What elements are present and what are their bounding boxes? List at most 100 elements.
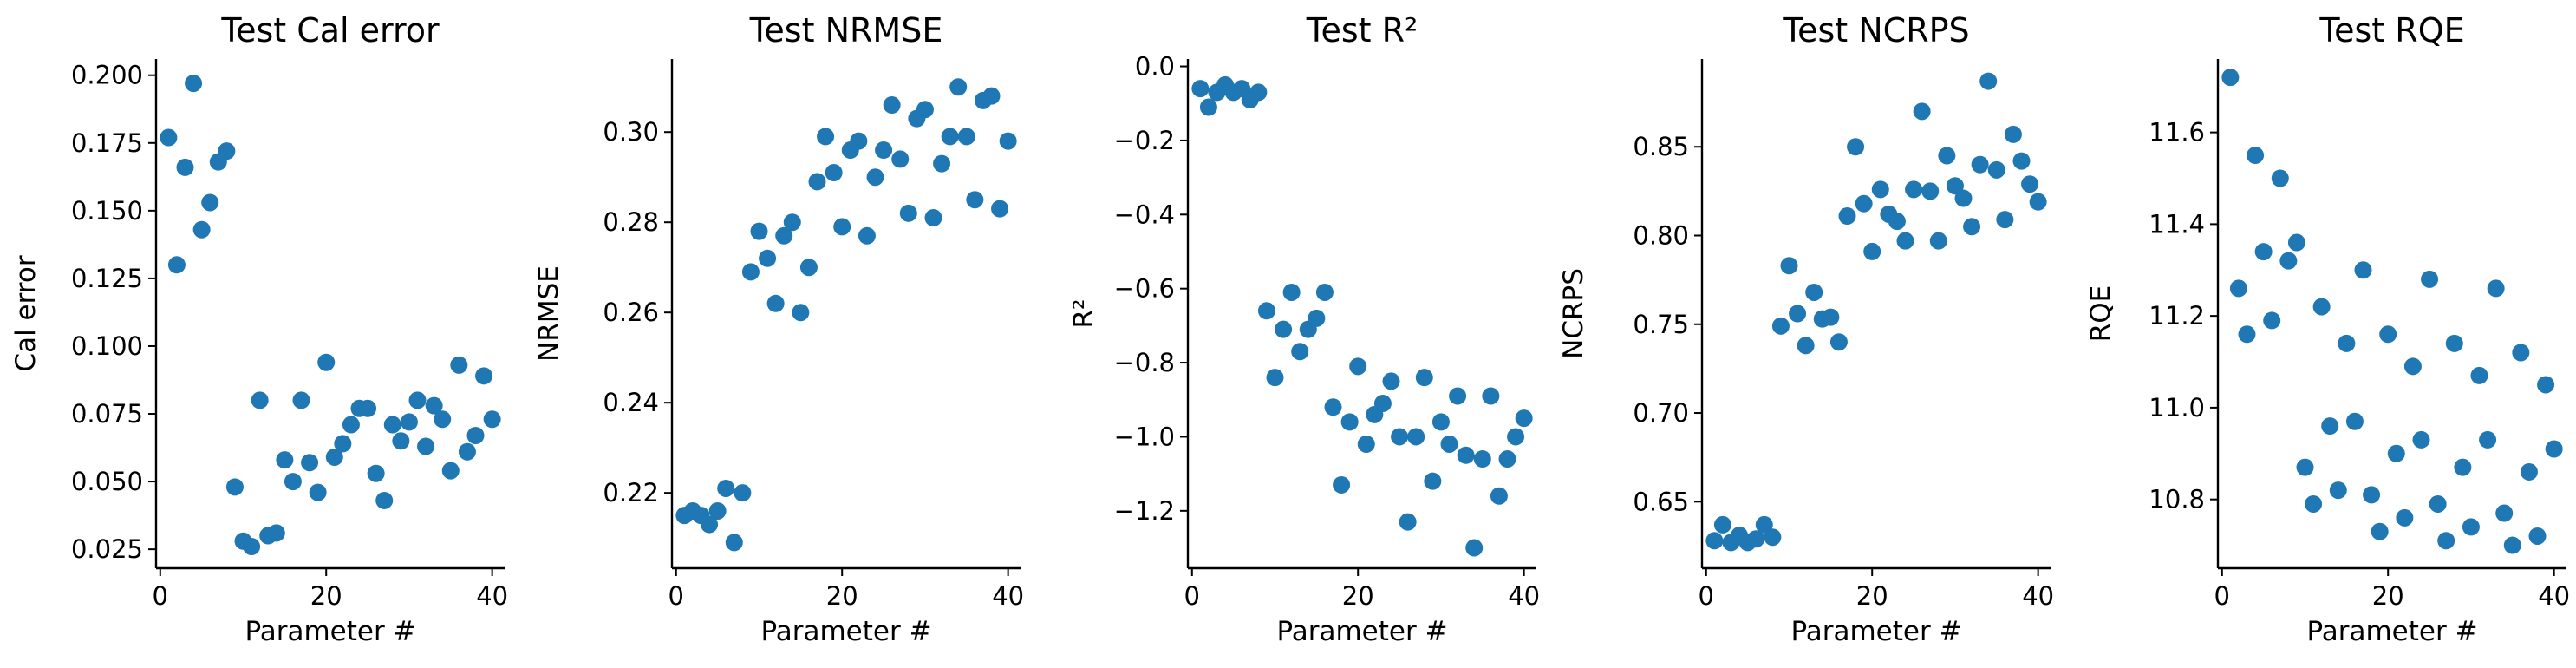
- y-axis-label: NCRPS: [1558, 268, 1589, 359]
- data-point: [2279, 252, 2298, 270]
- y-tick-label: 0.26: [603, 298, 659, 327]
- x-axis-label: Parameter #: [2306, 616, 2477, 647]
- data-point: [1457, 446, 1475, 464]
- data-point: [1888, 213, 1906, 231]
- data-point: [1929, 232, 1947, 250]
- x-tick-label: 0: [1184, 581, 1200, 611]
- data-point: [1755, 515, 1773, 534]
- subplot-4: Test NCRPS 0 20 40 0.65 0.70 0.75 0.80 0.85 Param…: [1558, 11, 2054, 647]
- x-tick-label: 20: [1342, 581, 1374, 611]
- data-point: [1199, 98, 1217, 116]
- data-point: [817, 128, 835, 146]
- data-point: [933, 154, 951, 173]
- y-tick-label: 0.85: [1633, 132, 1689, 161]
- data-point: [267, 524, 285, 542]
- data-point: [2371, 522, 2389, 540]
- data-point: [2247, 147, 2265, 165]
- data-point: [1921, 182, 1940, 200]
- data-point: [359, 399, 377, 417]
- data-point: [292, 391, 310, 409]
- data-point: [466, 427, 485, 445]
- data-point: [176, 158, 194, 176]
- data-point: [1507, 428, 1525, 446]
- x-tick-label: 0: [1699, 581, 1714, 611]
- data-point: [1905, 180, 1923, 199]
- x-tick-label: 0: [153, 581, 168, 611]
- y-tick-label: 0.175: [71, 128, 143, 158]
- data-point: [1373, 395, 1392, 413]
- data-point: [2329, 481, 2347, 500]
- data-point: [1771, 317, 1790, 335]
- y-tick-label: 0.65: [1633, 487, 1689, 516]
- y-axis-label: Cal error: [10, 255, 42, 371]
- data-point: [2379, 325, 2397, 344]
- y-tick-label: −0.4: [1114, 200, 1175, 229]
- data-point: [866, 168, 884, 187]
- y-tick-label: 0.28: [603, 207, 659, 237]
- data-point: [475, 367, 493, 385]
- data-point: [425, 396, 443, 415]
- x-axis-label: Parameter #: [245, 616, 415, 647]
- data-point: [1407, 428, 1425, 446]
- data-point: [717, 479, 735, 497]
- data-point: [1946, 177, 1964, 195]
- y-tick-label: 11.0: [2149, 393, 2205, 422]
- data-point: [1473, 450, 1491, 468]
- data-point: [1896, 232, 1914, 250]
- data-point: [2338, 334, 2356, 352]
- data-point: [875, 141, 893, 160]
- data-point: [1465, 539, 1484, 557]
- data-point: [750, 222, 768, 240]
- data-point: [408, 391, 427, 409]
- subplot-1: Test Cal error 0 20 40 0.025 0.050 0.075 0.100 0…: [10, 11, 508, 647]
- data-point: [1308, 309, 1326, 327]
- subplot-3: Test R² 0 20 40 0.0 −0.2 −0.4 −0.6 −0.8 −1.0 −1.2 P…: [1068, 11, 1540, 647]
- data-point: [367, 464, 385, 482]
- data-point: [1938, 147, 1956, 165]
- data-point: [766, 294, 785, 312]
- data-point: [317, 353, 336, 371]
- data-point: [708, 501, 727, 520]
- y-tick-label: 0.200: [71, 61, 143, 90]
- data-point: [1971, 155, 1989, 174]
- data-point: [1399, 513, 1417, 531]
- data-point: [2354, 261, 2372, 279]
- y-tick-label: 0.30: [603, 117, 659, 147]
- y-tick-label: 0.24: [603, 388, 659, 417]
- data-point: [2421, 270, 2439, 288]
- data-point: [2545, 440, 2563, 458]
- x-tick-label: 20: [310, 581, 342, 611]
- data-point: [2429, 494, 2447, 513]
- data-point: [2487, 279, 2505, 298]
- data-point: [276, 451, 294, 469]
- data-point: [982, 87, 1001, 105]
- x-axis-label: Parameter #: [760, 616, 931, 647]
- data-point: [701, 515, 719, 534]
- data-point: [1257, 302, 1275, 320]
- y-axis-label: NRMSE: [533, 265, 564, 362]
- x-axis-label: Parameter #: [1276, 616, 1447, 647]
- data-point: [342, 416, 360, 434]
- data-point: [1847, 138, 1865, 156]
- data-point: [2029, 193, 2047, 211]
- data-point: [284, 473, 302, 491]
- data-point: [1490, 487, 1508, 505]
- y-tick-label: −1.2: [1114, 496, 1175, 526]
- subplot-title: Test NCRPS: [1782, 11, 1969, 49]
- subplot-2: Test NRMSE 0 20 40 0.22 0.24 0.26 0.28 0.30 Param…: [533, 11, 1024, 647]
- y-tick-label: 0.70: [1633, 398, 1689, 428]
- data-point: [2363, 486, 2381, 504]
- data-point: [1282, 283, 1301, 301]
- data-point: [2004, 125, 2022, 143]
- data-point: [1987, 160, 2005, 179]
- x-tick-label: 0: [668, 581, 684, 611]
- data-point: [799, 259, 818, 277]
- data-point: [957, 128, 975, 146]
- data-point: [741, 263, 760, 281]
- data-point: [966, 191, 984, 209]
- data-point: [1266, 369, 1284, 387]
- y-tick-label: 11.6: [2149, 118, 2205, 147]
- data-point: [2221, 69, 2240, 87]
- data-point: [201, 193, 219, 212]
